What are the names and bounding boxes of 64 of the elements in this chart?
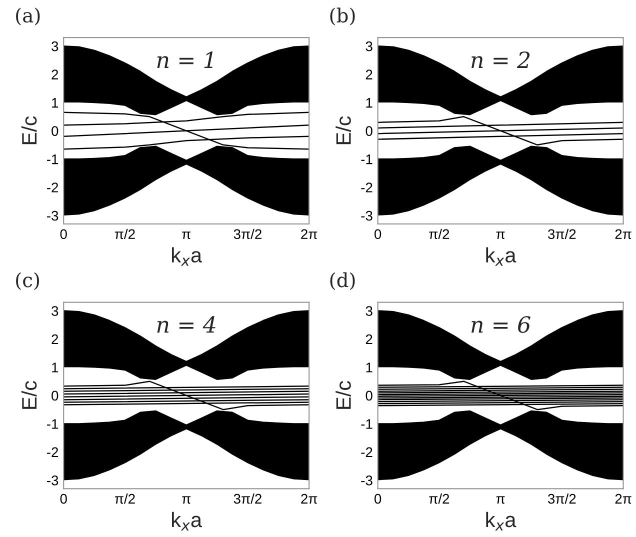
y-tick-label: 0 bbox=[366, 126, 372, 136]
y-tick-label: 1 bbox=[366, 362, 372, 372]
x-tick-label: π bbox=[496, 496, 505, 504]
x-tick-label: π/2 bbox=[429, 494, 450, 504]
y-tick-label: -3 bbox=[361, 210, 372, 221]
text: (d) bbox=[330, 272, 355, 290]
x-tick-label: 2π bbox=[615, 494, 632, 504]
x-tick-label: π/2 bbox=[114, 494, 135, 504]
y-tick-label: 1 bbox=[52, 362, 58, 372]
x-axis-title: k$_{x}$a bbox=[486, 247, 516, 266]
text: (a) bbox=[16, 8, 40, 26]
x-tick-label: π bbox=[182, 496, 191, 504]
y-tick-label: -3 bbox=[361, 476, 372, 486]
x-axis-title: k$_{x}$a bbox=[172, 512, 202, 530]
y-tick-label: 3 bbox=[366, 41, 372, 52]
annotation: n = 4 bbox=[157, 316, 216, 333]
x-tick-label: 2π bbox=[301, 494, 318, 504]
y-tick-label: 3 bbox=[52, 306, 58, 316]
y-tick-label: -1 bbox=[361, 419, 372, 429]
y-tick-label: 0 bbox=[366, 390, 372, 401]
x-tick-label: 0 bbox=[60, 494, 67, 504]
x-tick-label: π bbox=[496, 232, 505, 240]
x-tick-label: 2π bbox=[615, 229, 632, 240]
y-tick-label: 2 bbox=[52, 334, 58, 344]
x-tick-label: 2π bbox=[301, 229, 318, 240]
x-tick-label: 0 bbox=[374, 229, 382, 240]
y-tick-label: 1 bbox=[52, 98, 58, 108]
x-axis-title: k$_{x}$a bbox=[486, 512, 516, 530]
y-tick-label: -1 bbox=[361, 154, 372, 164]
y-tick-label: -2 bbox=[361, 182, 372, 192]
y-tick-label: -2 bbox=[361, 447, 372, 457]
y-tick-label: 3 bbox=[366, 306, 372, 316]
y-tick-label: -3 bbox=[47, 210, 58, 221]
y-tick-label: -2 bbox=[47, 182, 58, 192]
annotation: n = 6 bbox=[472, 316, 530, 333]
y-tick-label: 3 bbox=[52, 41, 58, 52]
y-tick-label: 2 bbox=[366, 70, 372, 80]
y-tick-label: 2 bbox=[52, 70, 58, 80]
x-tick-label: 0 bbox=[374, 494, 382, 504]
x-tick-label: 0 bbox=[60, 229, 67, 240]
y-axis-title: E/c bbox=[21, 380, 37, 409]
y-tick-label: -1 bbox=[47, 154, 58, 164]
y-axis-title: E/c bbox=[336, 116, 351, 144]
y-tick-label: -3 bbox=[47, 476, 58, 486]
x-tick-label: 3π/2 bbox=[234, 228, 262, 240]
x-tick-label: π/2 bbox=[114, 228, 135, 240]
annotation: n = 2 bbox=[472, 51, 530, 68]
y-tick-label: -1 bbox=[47, 419, 58, 429]
y-tick-label: 0 bbox=[52, 390, 58, 401]
y-tick-label: 0 bbox=[52, 126, 58, 136]
y-tick-label: -2 bbox=[47, 447, 58, 457]
annotation: n = 1 bbox=[157, 51, 213, 68]
text: (c) bbox=[16, 272, 40, 290]
y-axis-title: E/c bbox=[336, 380, 351, 409]
x-tick-label: 3π/2 bbox=[548, 228, 576, 240]
y-tick-label: 2 bbox=[366, 334, 372, 344]
x-axis-title: k$_{x}$a bbox=[172, 247, 202, 266]
y-tick-label: 1 bbox=[366, 98, 372, 108]
x-tick-label: 3π/2 bbox=[234, 494, 262, 504]
x-tick-label: 3π/2 bbox=[548, 494, 576, 504]
x-tick-label: π/2 bbox=[429, 228, 450, 240]
x-tick-label: π bbox=[182, 232, 191, 240]
text: (b) bbox=[330, 8, 355, 26]
y-axis-title: E/c bbox=[21, 116, 37, 144]
